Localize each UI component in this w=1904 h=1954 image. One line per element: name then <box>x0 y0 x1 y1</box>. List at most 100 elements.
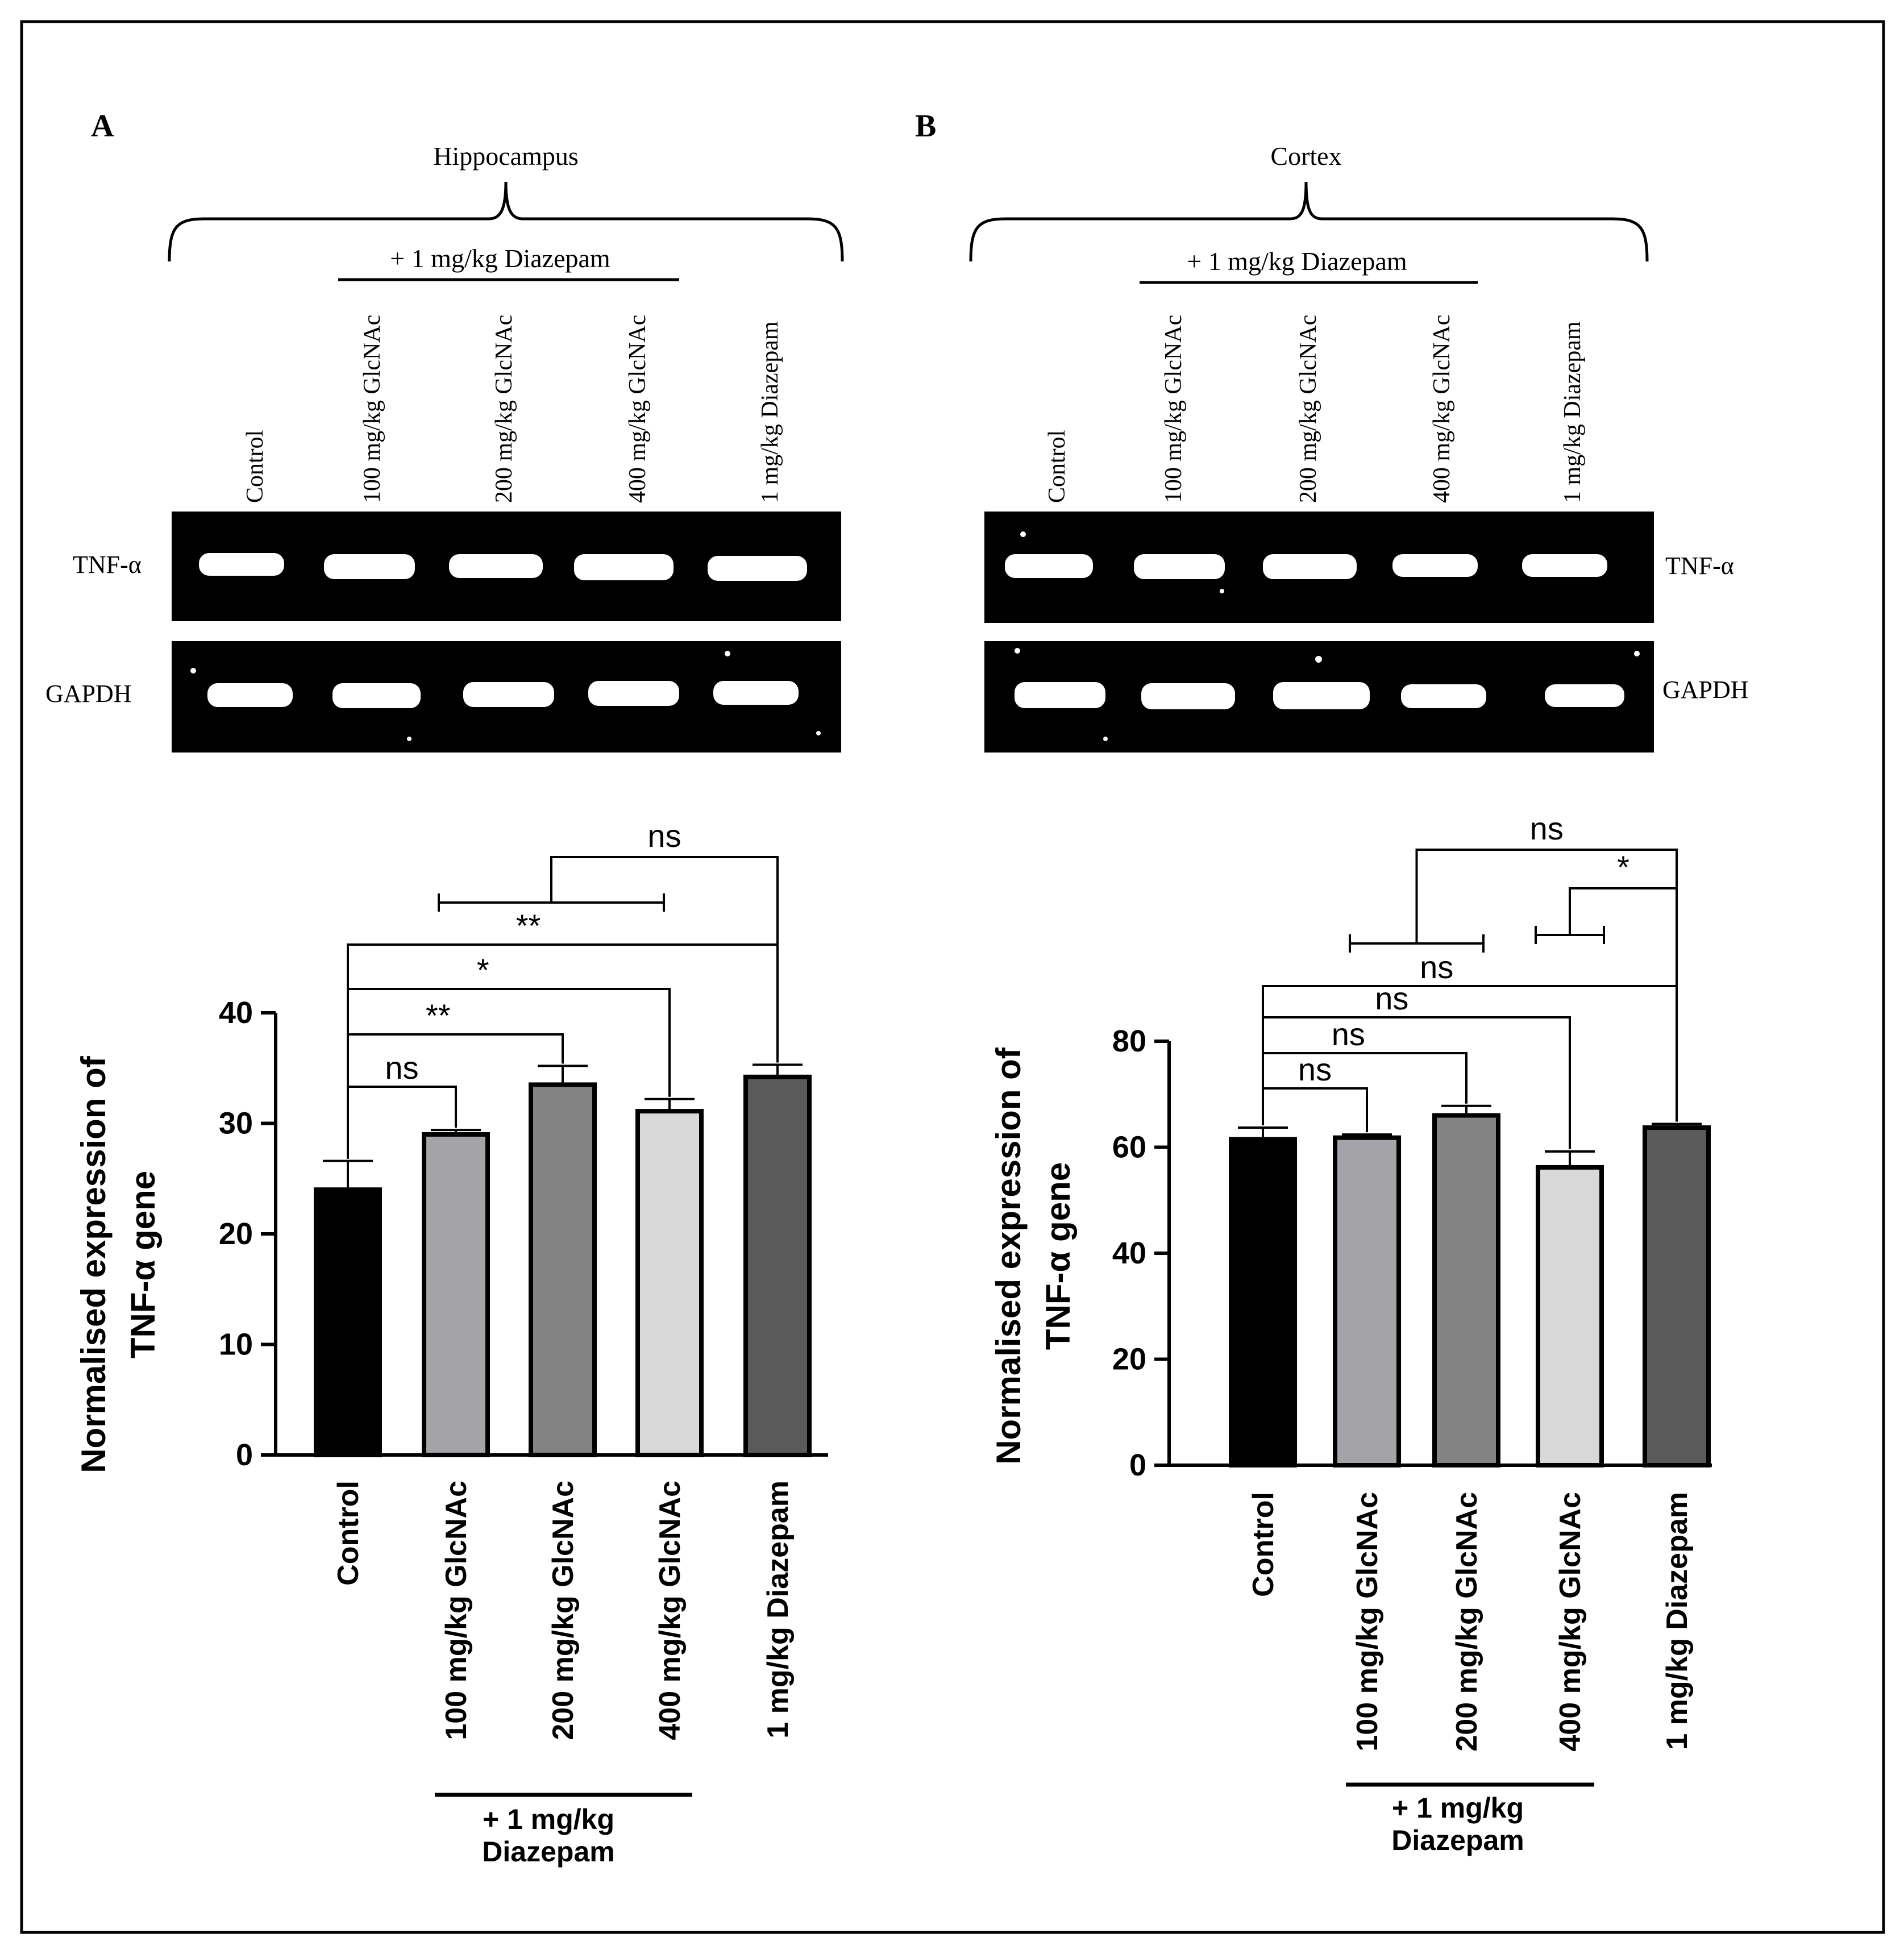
chart-b-group-label-line-1: + 1 mg/kg <box>1392 1792 1524 1824</box>
blot-band <box>449 554 543 578</box>
significance-bracket <box>1262 1087 1368 1133</box>
y-tick-label: 80 <box>1112 1024 1146 1058</box>
blot-band <box>1134 554 1225 579</box>
y-tick-label: 20 <box>1112 1342 1146 1377</box>
y-tick-label: 40 <box>1112 1236 1146 1270</box>
panel-a-tnf-blot <box>172 512 841 621</box>
panel-b-gapdh-blot <box>984 641 1654 753</box>
panel-a-lane-label: 200 mg/kg GlcNAc <box>491 315 517 503</box>
y-tick-label: 0 <box>1129 1448 1146 1482</box>
blot-band <box>199 553 284 576</box>
bar <box>1333 1135 1401 1467</box>
panel-a-blot-label-tnf: TNF-α <box>73 551 142 579</box>
blot-band <box>1522 554 1607 577</box>
bar <box>1432 1113 1500 1468</box>
blot-band <box>1015 682 1105 708</box>
chart-b-ylabel: Normalised expression of TNF-α gene <box>990 1047 1077 1465</box>
y-tick-label: 40 <box>219 996 253 1030</box>
panel-b-blot-label-gapdh: GAPDH <box>1662 676 1749 704</box>
chart-a-y-ticks: 0 10 20 30 40 <box>219 996 276 1472</box>
significance-label: ns <box>1420 949 1453 985</box>
bar <box>422 1132 490 1457</box>
bar <box>529 1082 597 1458</box>
blot-band <box>332 683 421 708</box>
x-tick-label: 200 mg/kg GlcNAc <box>547 1481 580 1740</box>
panel-b-lane-label: 1 mg/kg Diazepam <box>1560 321 1586 503</box>
panel-b-tnf-blot <box>984 512 1654 623</box>
significance-bracket <box>550 856 779 1063</box>
chart-a-group-label-line-2: Diazepam <box>482 1836 614 1868</box>
panel-b-lane-label: 100 mg/kg GlcNAc <box>1161 315 1187 503</box>
blot-band <box>574 554 674 580</box>
panel-a-group-label: + 1 mg/kg Diazepam <box>390 244 610 273</box>
blot-band <box>324 554 415 579</box>
significance-label: ** <box>426 997 451 1033</box>
significance-label: * <box>1617 849 1629 885</box>
panel-b: B Cortex + 1 mg/kg Diazepam Control 100 … <box>915 109 1749 753</box>
panel-a-brace <box>168 181 844 262</box>
bar <box>1229 1137 1297 1467</box>
panel-b-group-label: + 1 mg/kg Diazepam <box>1187 247 1407 276</box>
bar <box>743 1074 812 1458</box>
y-tick-label: 20 <box>219 1217 253 1251</box>
y-tick-label: 60 <box>1112 1130 1146 1165</box>
chart-b-ylabel-line-1: Normalised expression of <box>990 1047 1028 1465</box>
blot-band <box>1392 554 1478 577</box>
significance-label: ns <box>385 1050 418 1086</box>
bar <box>1643 1125 1711 1468</box>
x-tick-label: 400 mg/kg GlcNAc <box>654 1481 687 1740</box>
y-tick-label: 0 <box>236 1438 253 1472</box>
bar <box>1536 1165 1604 1468</box>
blot-band <box>708 556 807 581</box>
chart-b-bars <box>1229 1104 1711 1468</box>
bar <box>635 1109 704 1457</box>
blot-band <box>713 681 799 705</box>
chart-a-group-label-line-1: + 1 mg/kg <box>483 1803 614 1835</box>
bar <box>314 1187 382 1457</box>
x-tick-label: 100 mg/kg GlcNAc <box>440 1481 473 1740</box>
panel-a-lane-label: Control <box>242 430 268 503</box>
blot-band <box>1005 554 1093 578</box>
x-tick-label: 1 mg/kg Diazepam <box>762 1481 795 1739</box>
chart-b-group-label-line-2: Diazepam <box>1391 1824 1524 1856</box>
chart-b-x-labels: Control 100 mg/kg GlcNAc 200 mg/kg GlcNAc 4… <box>1247 1492 1694 1752</box>
blot-band <box>1263 554 1357 579</box>
blot-band <box>207 683 293 707</box>
y-tick-label: 30 <box>219 1107 253 1141</box>
x-tick-label: 200 mg/kg GlcNAc <box>1450 1492 1483 1752</box>
x-tick-label: Control <box>332 1481 365 1586</box>
significance-bracket <box>1569 887 1678 1122</box>
panel-a-gapdh-blot <box>172 641 841 753</box>
significance-label: ns <box>647 818 681 854</box>
panel-b-blot-label-tnf: TNF-α <box>1665 552 1734 580</box>
blot-band <box>1141 683 1235 709</box>
chart-a-ylabel: Normalised expression of TNF-α gene <box>74 1055 162 1473</box>
panel-a-blot-label-gapdh: GAPDH <box>45 680 132 708</box>
x-tick-label: Control <box>1247 1492 1280 1597</box>
chart-a-x-labels: Control 100 mg/kg GlcNAc 200 mg/kg GlcNAc 4… <box>332 1481 795 1740</box>
x-tick-label: 400 mg/kg GlcNAc <box>1554 1492 1587 1752</box>
chart-a-ylabel-line-1: Normalised expression of <box>74 1055 113 1473</box>
chart-b-ylabel-line-2: TNF-α gene <box>1039 1162 1077 1350</box>
chart-a-significance: ns*****ns <box>347 818 779 1159</box>
significance-label: ns <box>1530 810 1564 846</box>
chart-b: Normalised expression of TNF-α gene 0 20 4… <box>990 810 1712 1856</box>
panel-b-lane-label: 200 mg/kg GlcNAc <box>1295 315 1321 503</box>
significance-label: ** <box>516 908 541 943</box>
figure-frame <box>20 20 1885 1934</box>
panel-a: A Hippocampus + 1 mg/kg Diazepam Control… <box>45 109 844 753</box>
chart-a-ylabel-line-2: TNF-α gene <box>124 1171 162 1358</box>
blot-band <box>1545 684 1624 707</box>
blot-band <box>1273 682 1370 709</box>
chart-a-bars <box>314 1063 812 1458</box>
panel-a-lane-label: 1 mg/kg Diazepam <box>757 321 783 503</box>
chart-b-y-ticks: 0 20 40 60 80 <box>1112 1024 1169 1482</box>
y-tick-label: 10 <box>219 1328 253 1362</box>
blot-band <box>463 682 554 707</box>
x-tick-label: 1 mg/kg Diazepam <box>1661 1492 1694 1750</box>
significance-label: * <box>477 952 489 988</box>
panel-a-lane-label: 400 mg/kg GlcNAc <box>625 315 651 503</box>
panel-b-lane-label: 400 mg/kg GlcNAc <box>1429 315 1455 503</box>
